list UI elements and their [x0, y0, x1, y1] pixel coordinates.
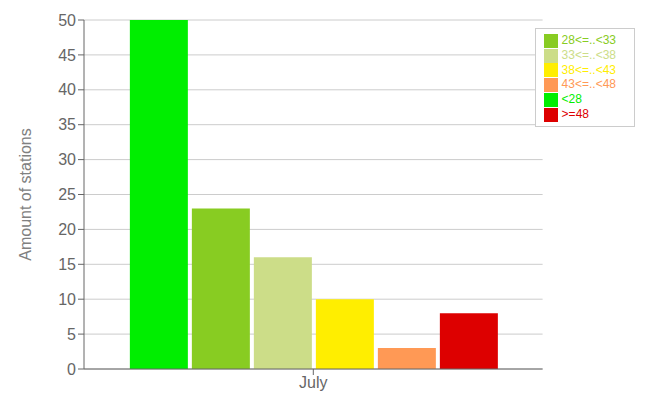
html-text:<28: <28	[561, 92, 582, 107]
svg-text:July: July	[299, 374, 327, 391]
svg-text:20: 20	[58, 221, 76, 238]
svg-text:45: 45	[58, 47, 76, 64]
html-text:43<=..<48: 43<=..<48	[561, 77, 616, 92]
html-text:>=48: >=48	[561, 107, 589, 122]
html-text:28<=..<33: 28<=..<33	[561, 33, 616, 47]
svg-text:0: 0	[67, 361, 76, 378]
svg-text:5: 5	[67, 326, 76, 343]
html-text:33<=..<38: 33<=..<38	[561, 47, 616, 62]
svg-text:35: 35	[58, 116, 76, 133]
svg-text:10: 10	[58, 291, 76, 308]
svg-text:25: 25	[58, 186, 76, 203]
svg-text:40: 40	[58, 81, 76, 98]
svg-text:50: 50	[58, 12, 76, 29]
svg-text:30: 30	[58, 151, 76, 168]
svg-text:Amount of stations: Amount of stations	[17, 128, 34, 261]
html-text:38<=..<43: 38<=..<43	[561, 62, 616, 77]
svg-text:15: 15	[58, 256, 76, 273]
